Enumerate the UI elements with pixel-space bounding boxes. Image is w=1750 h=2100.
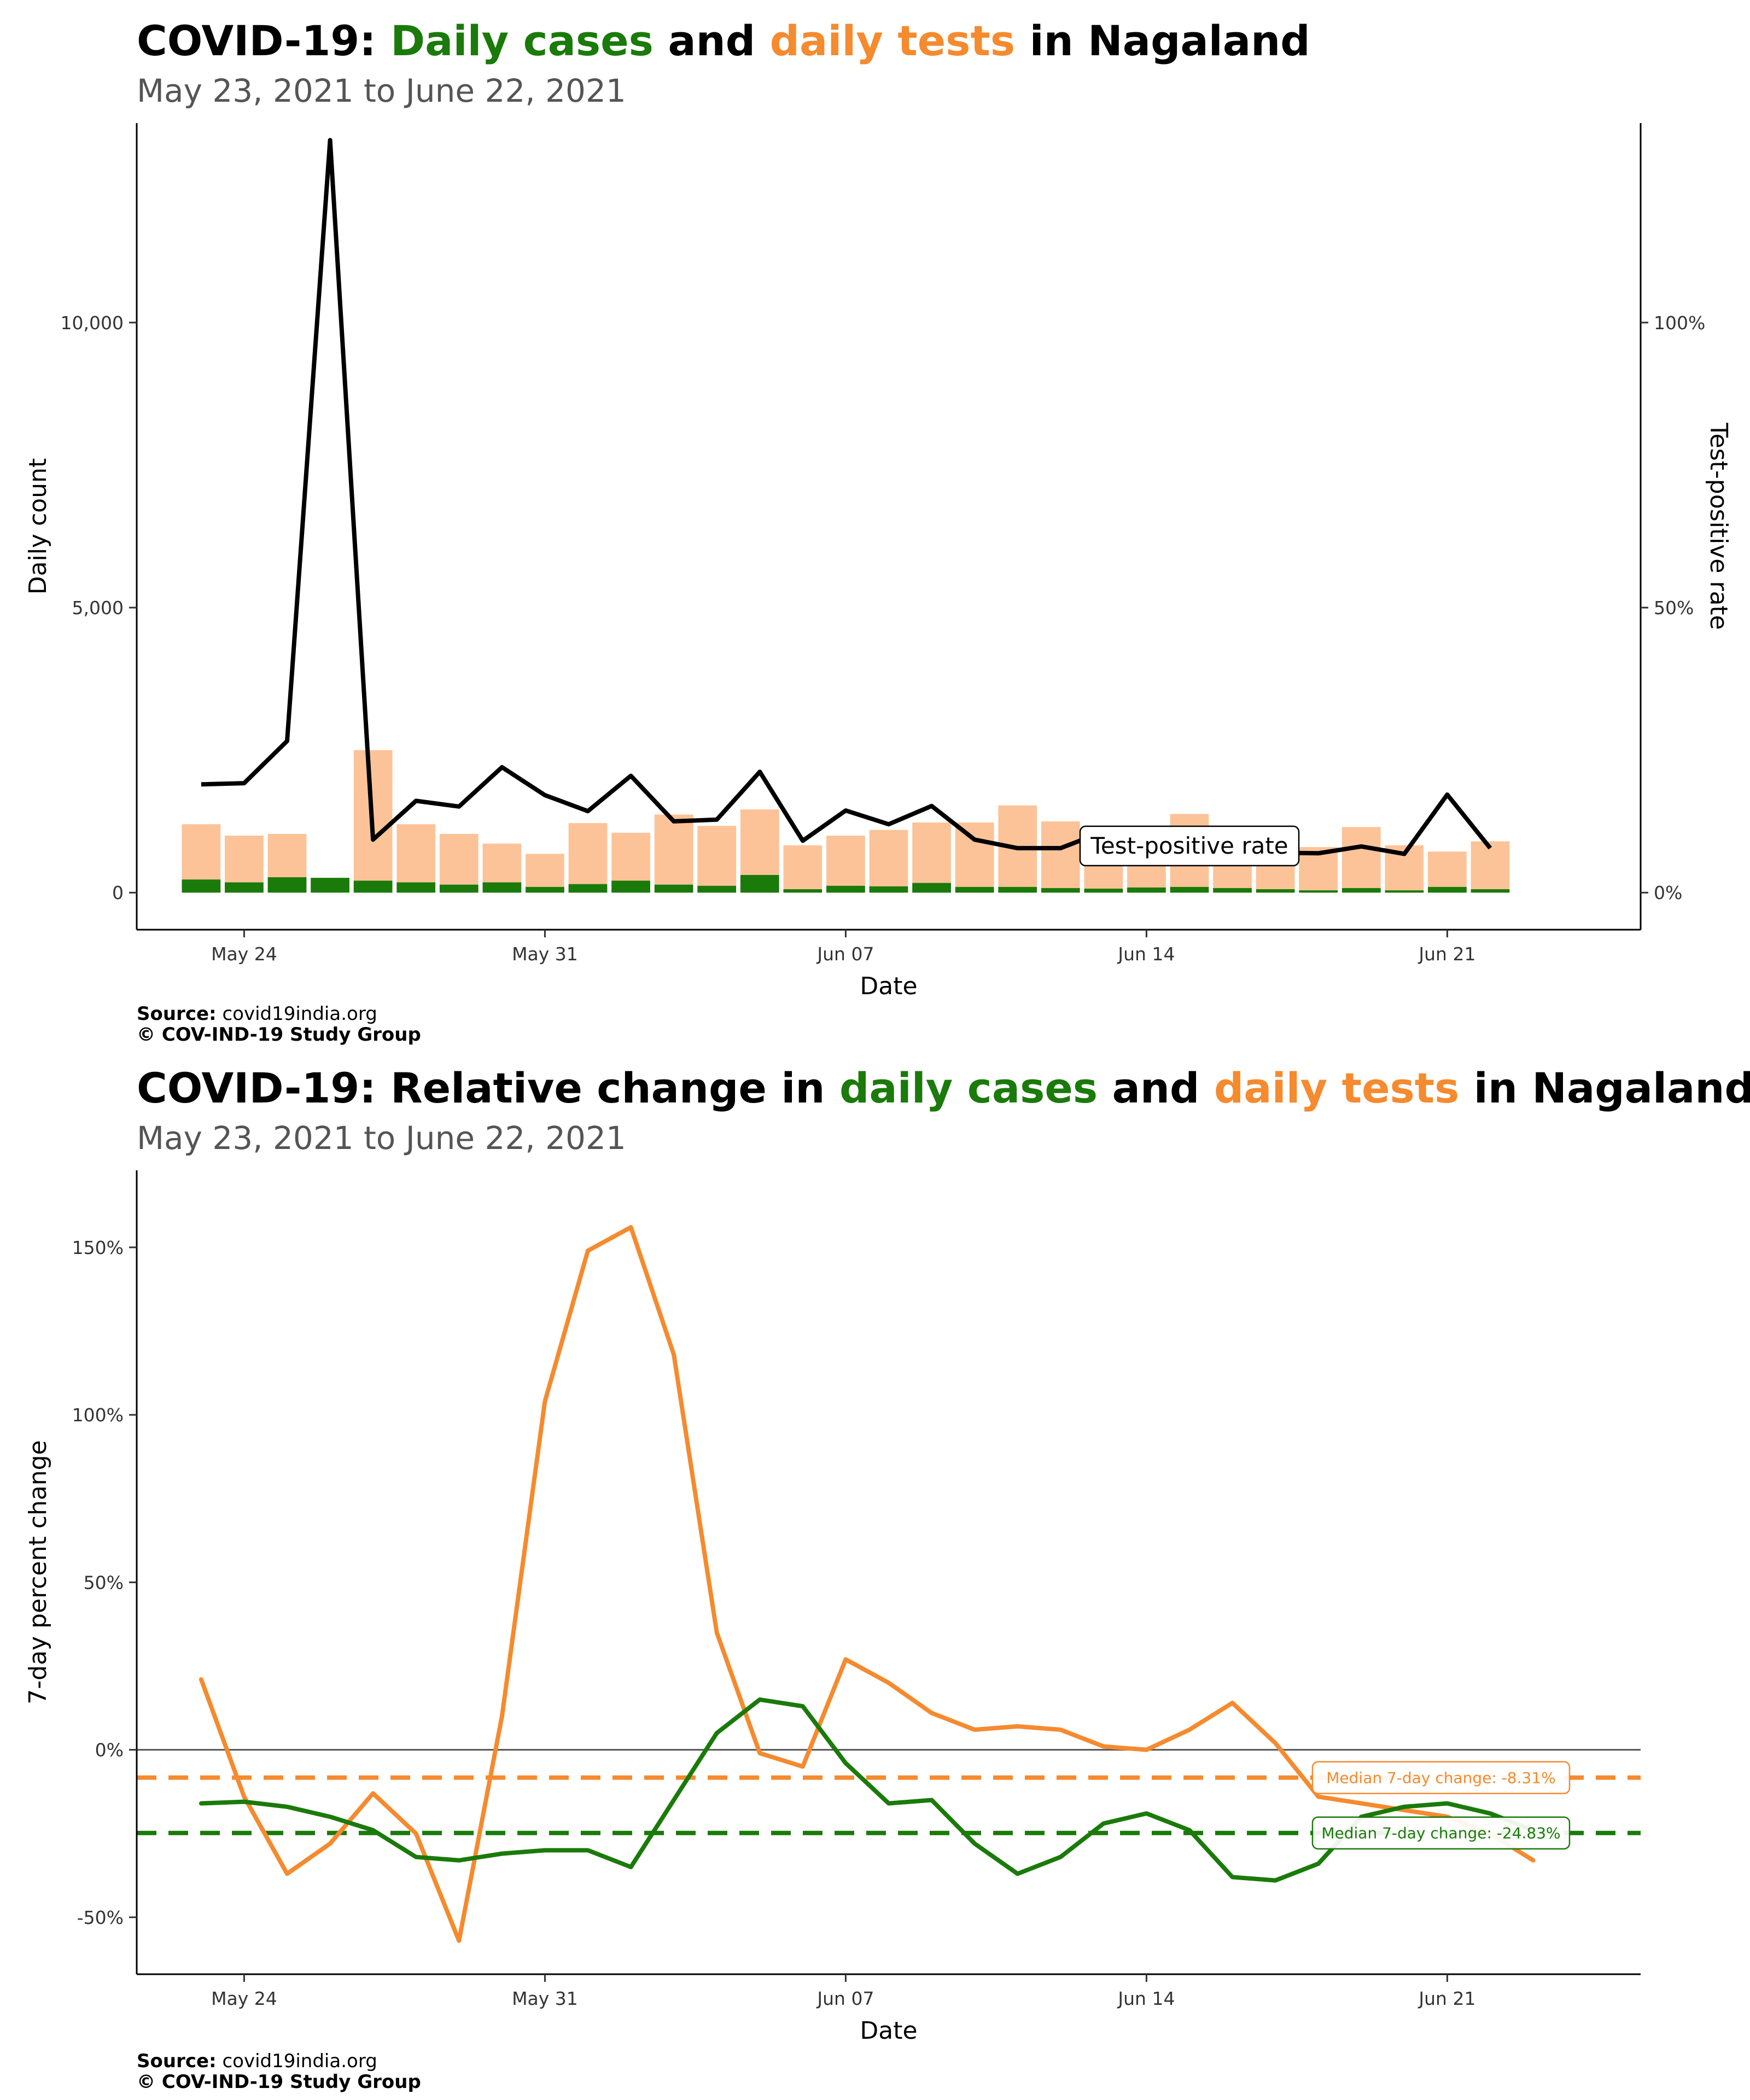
tests-bar <box>1342 827 1381 892</box>
cases-bar <box>182 879 221 892</box>
tests-bar <box>1428 851 1467 892</box>
source-label: Source: <box>137 2050 217 2072</box>
x-tick-label: Jun 21 <box>1418 943 1475 965</box>
tests-bar <box>440 834 479 892</box>
source-note: Source: covid19india.org © COV-IND-19 Stu… <box>137 1004 421 1045</box>
series-lines <box>201 140 1490 854</box>
y-tick-label: -50% <box>77 1907 124 1928</box>
bars <box>182 750 1510 893</box>
cases-bar <box>740 875 779 892</box>
cases-bar <box>483 882 522 892</box>
y-axis-label: Daily count <box>24 458 52 594</box>
cases-bar <box>354 880 393 892</box>
y-tick-label: 100% <box>72 1404 124 1426</box>
x-tick-label: Jun 14 <box>1117 1988 1175 2009</box>
cases-bar <box>1385 890 1424 892</box>
y-tick-label: 50% <box>84 1572 124 1593</box>
annotations: Test-positive rate <box>1080 826 1299 866</box>
y-tick-label: 5,000 <box>72 597 124 619</box>
cases-bar <box>912 883 951 893</box>
tests-bar <box>1471 841 1510 892</box>
x-tick-label: Jun 07 <box>816 1988 874 2009</box>
tests-bar <box>870 830 908 893</box>
x-tick-label: Jun 14 <box>1117 943 1175 965</box>
cases-bar <box>784 889 822 892</box>
cases-bar <box>1084 889 1123 892</box>
median-label: Median 7-day change: -24.83% <box>1321 1824 1560 1842</box>
axes: -50% 0% 50% 100% 150% May 24 May 31 Jun 07 Jun 1… <box>24 1170 1641 2045</box>
cases-bar <box>1041 888 1080 892</box>
y-right-tick-label: 0% <box>1654 882 1682 903</box>
y-right-tick-label: 50% <box>1654 597 1694 619</box>
tests-bar <box>1041 821 1080 892</box>
y-right-tick-label: 100% <box>1654 312 1705 334</box>
tpr-line <box>201 140 1490 854</box>
x-tick-label: Jun 21 <box>1418 1988 1475 2009</box>
cases-bar <box>1127 888 1166 892</box>
cases-bar <box>268 877 307 892</box>
cases-bar <box>1256 889 1295 892</box>
cases-bar <box>697 886 736 893</box>
x-tick-label: May 24 <box>211 943 277 965</box>
copyright: © COV-IND-19 Study Group <box>137 2071 421 2093</box>
source-note: Source: covid19india.org © COV-IND-19 Stu… <box>137 2051 421 2092</box>
cases-bar <box>1342 888 1381 892</box>
y-tick-label: 0 <box>112 882 124 903</box>
cases-bar <box>1471 889 1510 892</box>
relative-change-chart: -50% 0% 50% 100% 150% May 24 May 31 Jun 07 Jun 1… <box>0 1047 1750 2100</box>
tests-bar <box>784 845 822 893</box>
cases-bar <box>1213 888 1252 892</box>
x-tick-label: May 31 <box>512 1988 578 2009</box>
source-label: Source: <box>137 1003 217 1025</box>
cases-bar <box>225 882 264 892</box>
cases-bar <box>1428 887 1467 892</box>
relative-change-panel: COVID-19: Relative change in daily cases… <box>0 1047 1750 2100</box>
y-tick-label: 0% <box>95 1740 124 1761</box>
cases-bar <box>569 884 608 893</box>
tests-bar <box>655 814 693 892</box>
x-tick-label: May 24 <box>211 1988 277 2009</box>
cases-bar <box>440 885 479 893</box>
cases-bar <box>655 885 693 893</box>
cases-bar <box>998 887 1037 892</box>
y-right-axis-label: Test-positive rate <box>1705 422 1732 629</box>
median-label: Median 7-day change: -8.31% <box>1326 1769 1556 1787</box>
x-axis-label: Date <box>860 2017 917 2045</box>
cases-bar <box>396 882 435 892</box>
daily-counts-panel: COVID-19: Daily cases and daily tests in… <box>0 0 1750 1047</box>
y-tick-label: 150% <box>72 1237 124 1258</box>
cases-bar <box>826 886 865 893</box>
cases-bar <box>955 887 994 892</box>
x-tick-label: May 31 <box>512 943 578 965</box>
cases-bar <box>870 886 908 892</box>
tpr-annotation-label: Test-positive rate <box>1090 832 1288 859</box>
cases-bar <box>1299 890 1338 892</box>
cases-bar <box>526 887 564 892</box>
x-tick-label: Jun 07 <box>816 943 874 965</box>
cases-bar <box>311 878 349 892</box>
copyright: © COV-IND-19 Study Group <box>137 1024 421 1046</box>
tests-bar <box>912 822 951 892</box>
tests-bar <box>955 822 994 892</box>
daily-counts-chart: 0 5,000 10,000 0% 50% 100% May 24 May 31 Jun 07 J… <box>0 0 1750 1047</box>
tests-bar <box>826 836 865 892</box>
tests-bar <box>526 854 564 892</box>
tests-bar <box>569 823 608 892</box>
y-tick-label: 10,000 <box>61 312 124 334</box>
cases-bar <box>1170 887 1209 892</box>
cases-bar <box>611 880 650 892</box>
x-axis-label: Date <box>860 972 917 1000</box>
tests-bar <box>697 826 736 892</box>
source-value: covid19india.org <box>217 1003 377 1025</box>
y-axis-label: 7-day percent change <box>24 1440 52 1704</box>
source-value: covid19india.org <box>217 2050 377 2072</box>
